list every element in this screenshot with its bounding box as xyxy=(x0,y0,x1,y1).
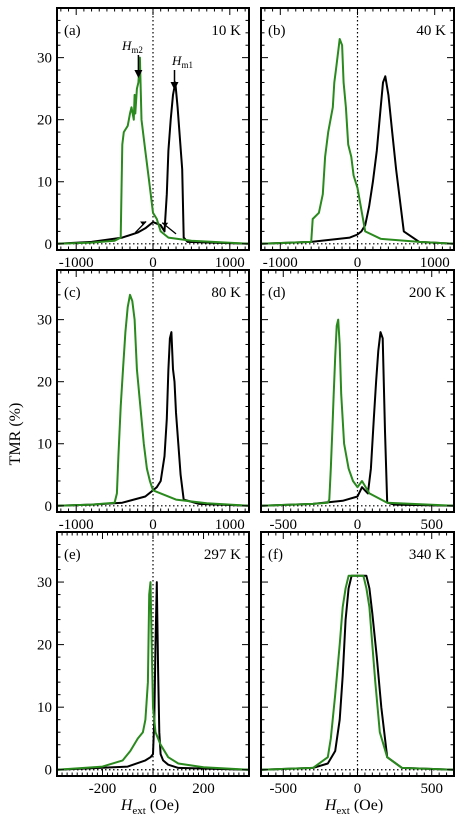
y-tick-label: 0 xyxy=(45,499,53,515)
x-tick-label: 500 xyxy=(420,517,443,533)
x-axis-title-left-sub: ext xyxy=(132,805,145,817)
panel-temperature: 340 K xyxy=(409,547,446,563)
series-line-green xyxy=(56,293,250,507)
panel-letter: (d) xyxy=(268,285,286,301)
series-line-black xyxy=(56,581,250,771)
panel-letter: (b) xyxy=(268,23,286,39)
x-tick-label: 200 xyxy=(192,781,215,797)
panel-temperature: 297 K xyxy=(204,547,241,563)
series-line-black xyxy=(260,75,455,245)
y-tick-label: 30 xyxy=(37,51,52,67)
x-tick-label: -1000 xyxy=(263,255,298,271)
y-tick-label: 10 xyxy=(37,700,52,716)
series-line-green xyxy=(260,318,455,507)
y-tick-label: 20 xyxy=(37,638,52,654)
y-tick-label: 30 xyxy=(37,575,52,591)
series-line-green xyxy=(56,581,250,771)
arrowhead-small-left xyxy=(140,221,147,226)
panel-d: -500 0 500 (d) 200 K xyxy=(260,269,455,533)
x-tick-label: 0 xyxy=(354,255,362,271)
panel-f: -500 0 500 (f) 340 K xyxy=(260,531,455,797)
y-axis-title: TMR (%) xyxy=(7,403,24,466)
panel-e: -200 0 200 0 10 20 30 (e) 297 K xyxy=(37,531,250,797)
panel-temperature: 80 K xyxy=(211,285,241,301)
panel-a: -1000 0 1000 0 10 20 30 (a) 10 K Hm2 Hm1 xyxy=(37,7,250,271)
x-tick-label: -500 xyxy=(270,517,298,533)
series-line-green xyxy=(260,574,455,771)
arrowhead-hm1 xyxy=(170,82,179,90)
x-tick-label: -1000 xyxy=(59,255,94,271)
panel-temperature: 40 K xyxy=(416,23,446,39)
arrowhead-small-right xyxy=(162,222,169,227)
y-tick-label: 0 xyxy=(45,763,53,779)
x-tick-label: 0 xyxy=(354,781,362,797)
panel-letter: (c) xyxy=(64,285,81,301)
x-tick-label: 0 xyxy=(149,517,157,533)
x-axis-title-left-unit: (Oe) xyxy=(146,797,179,814)
y-tick-label: 10 xyxy=(37,437,52,453)
x-tick-label: 0 xyxy=(354,517,362,533)
x-axis-title-left-var: H xyxy=(120,797,134,814)
panel-letter: (f) xyxy=(268,547,283,563)
panel-letter: (e) xyxy=(64,547,81,563)
x-axis-title-right-var: H xyxy=(324,797,338,814)
series-line-black xyxy=(260,331,455,507)
x-tick-label: -1000 xyxy=(59,517,94,533)
x-tick-label: 1000 xyxy=(420,255,450,271)
annotation-hm1-sub: m1 xyxy=(181,60,193,70)
x-axis-title-left: Hext (Oe) xyxy=(120,797,179,817)
x-tick-label: 0 xyxy=(149,255,157,271)
series-line-green xyxy=(56,56,250,245)
series-line-black xyxy=(56,81,250,245)
x-axis-title-right: Hext (Oe) xyxy=(324,797,383,817)
annotation-hm1: Hm1 xyxy=(171,53,193,70)
y-tick-label: 30 xyxy=(37,313,52,329)
y-tick-label: 10 xyxy=(37,175,52,191)
panel-letter: (a) xyxy=(64,23,81,39)
x-tick-label: 500 xyxy=(420,781,443,797)
y-tick-label: 20 xyxy=(37,375,52,391)
panel-b: -1000 0 1000 (b) 40 K xyxy=(260,7,455,271)
x-tick-label: 1000 xyxy=(215,255,245,271)
annotation-hm2-sub: m2 xyxy=(131,45,143,55)
x-axis-title-right-sub: ext xyxy=(336,805,349,817)
y-tick-label: 0 xyxy=(45,237,53,253)
x-axis-title-right-unit: (Oe) xyxy=(350,797,383,814)
x-tick-label: 1000 xyxy=(215,517,245,533)
series-line-green xyxy=(260,38,455,245)
panel-temperature: 200 K xyxy=(409,285,446,301)
x-tick-label: -500 xyxy=(270,781,298,797)
y-tick-label: 20 xyxy=(37,113,52,129)
x-tick-label: 0 xyxy=(149,781,157,797)
x-tick-label: -200 xyxy=(89,781,117,797)
series-line-black xyxy=(56,331,250,507)
panel-temperature: 10 K xyxy=(211,23,241,39)
arrowhead-hm2 xyxy=(134,70,143,78)
panel-c: -1000 0 1000 0 10 20 30 (c) 80 K xyxy=(37,269,250,533)
annotation-hm2: Hm2 xyxy=(121,38,143,55)
